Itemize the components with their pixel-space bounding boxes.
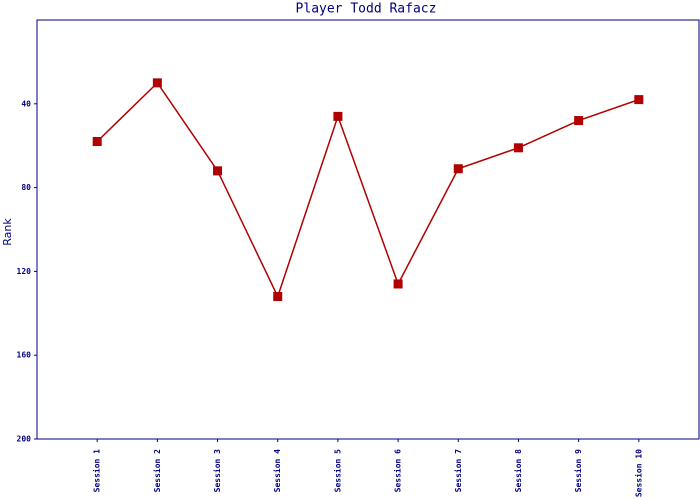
x-tick-label: Session 2 — [152, 449, 162, 493]
y-tick-label: 80 — [21, 183, 31, 192]
x-tick-label: Session 3 — [212, 449, 222, 493]
data-point — [333, 111, 343, 121]
y-tick-label: 120 — [17, 267, 32, 276]
y-tick-label: 200 — [17, 435, 32, 444]
x-tick-label: Session 7 — [453, 449, 463, 493]
data-point — [273, 292, 283, 302]
x-tick-label: Session 9 — [573, 449, 583, 493]
data-point — [213, 166, 223, 176]
y-tick-label: 40 — [21, 99, 31, 108]
data-point — [393, 279, 403, 289]
x-tick-label: Session 6 — [393, 449, 403, 493]
x-tick-label: Session 4 — [272, 449, 282, 493]
y-axis-label: Rank — [1, 218, 14, 246]
data-point — [152, 78, 162, 88]
plot-frame — [36, 19, 700, 440]
x-tick-label: Session 8 — [513, 449, 523, 493]
x-tick-label: Session 1 — [92, 449, 102, 493]
data-point — [92, 137, 102, 147]
x-tick-label: Session 10 — [633, 449, 643, 497]
data-point — [453, 164, 463, 174]
data-point — [634, 95, 644, 105]
data-point — [513, 143, 523, 153]
y-tick-label: 160 — [17, 351, 32, 360]
data-line — [96, 81, 640, 299]
chart-title: Player Todd Rafacz — [296, 2, 437, 17]
data-point — [574, 116, 584, 126]
x-tick-label: Session 5 — [332, 449, 342, 493]
